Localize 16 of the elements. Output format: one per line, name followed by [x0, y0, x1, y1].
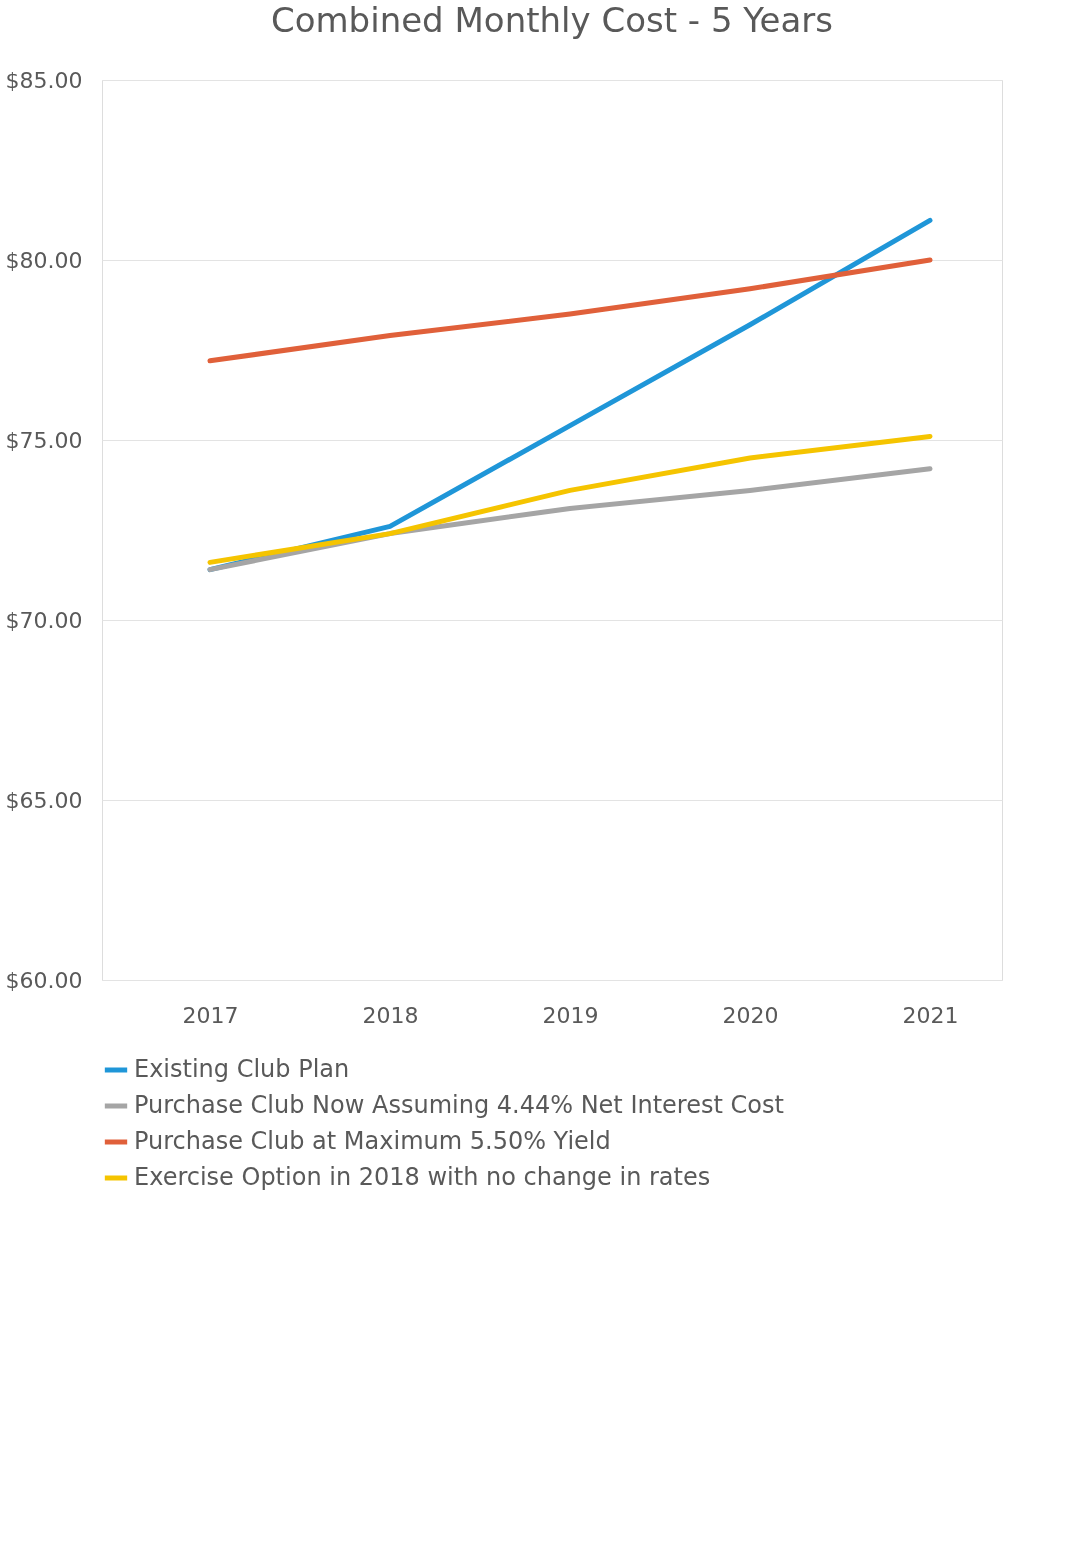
- y-tick-label: $75.00: [5, 427, 83, 453]
- x-tick-label: 2021: [902, 1002, 959, 1028]
- y-tick-label: $70.00: [5, 607, 83, 633]
- y-tick-label: $80.00: [5, 247, 83, 273]
- x-tick-label: 2020: [722, 1002, 779, 1028]
- chart-title: Combined Monthly Cost - 5 Years: [270, 0, 834, 40]
- legend-label: Purchase Club at Maximum 5.50% Yield: [134, 1127, 611, 1155]
- x-tick-label: 2018: [362, 1002, 419, 1028]
- x-tick-label: 2017: [182, 1002, 239, 1028]
- legend-label: Purchase Club Now Assuming 4.44% Net Interest Cost: [134, 1091, 784, 1119]
- x-tick-label: 2019: [542, 1002, 599, 1028]
- legend-label: Existing Club Plan: [134, 1055, 350, 1083]
- y-tick-label: $65.00: [5, 787, 83, 813]
- legend-label: Exercise Option in 2018 with no change in rates: [134, 1163, 711, 1191]
- y-tick-label: $85.00: [5, 67, 83, 93]
- y-tick-label: $60.00: [5, 967, 83, 993]
